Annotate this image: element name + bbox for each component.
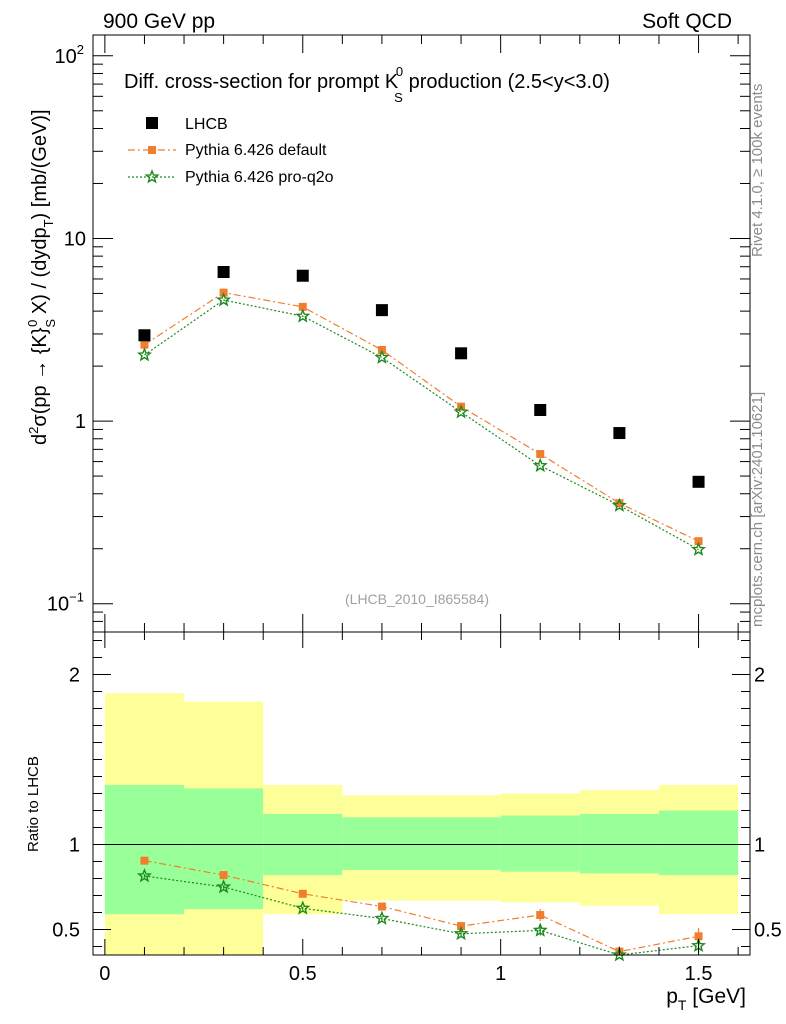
ratio-ytick-label-right: 2 (754, 665, 765, 687)
default-point (615, 499, 624, 508)
proq2o-line (144, 299, 699, 551)
main-ytick-label: 1 (75, 411, 86, 433)
chart-title: Diff. cross-section for prompt K S 0 produ… (124, 64, 610, 105)
ratio-proq2o-line (144, 875, 699, 956)
lhcb-point (692, 475, 705, 488)
legend-proq2o-label: Pythia 6.426 pro-q2o (185, 169, 334, 186)
stat-unc-band (342, 817, 422, 870)
ratio-ylabel: Ratio to LHCB (25, 756, 42, 852)
proq2o-point (136, 347, 152, 362)
ratio-proq2o-point (532, 922, 548, 937)
proq2o-point (691, 541, 707, 556)
stat-unc-band (421, 817, 501, 870)
lhcb-point (375, 304, 388, 317)
chart-title-rest: production (2.5<y<3.0) (403, 71, 610, 93)
main-ylabel: d2σ(pp → {K}S0 X) / (dydpT) [mb/(GeV)] (25, 109, 58, 445)
legend-lhcb-label: LHCB (185, 116, 228, 133)
x-tick-label: 0 (99, 963, 110, 985)
lhcb-point (138, 329, 151, 342)
ratio-default-point (694, 932, 703, 941)
chart-title-sub: S (394, 90, 403, 105)
ratio-proq2o-point (611, 947, 627, 962)
ratio-ytick-label: 0.5 (52, 920, 80, 942)
ratio-default-point (377, 902, 386, 911)
proq2o-point (295, 308, 311, 323)
ratio-proq2o-point (453, 925, 469, 941)
ratio-panel: 0.5 0.5 1 1 2 2 0 0.5 1 1.5 Ratio to LHCB pT [Ge… (25, 631, 782, 1013)
stat-unc-band (579, 813, 659, 874)
main-ytick-label: 102 (55, 42, 84, 68)
stat-unc-band (500, 815, 580, 872)
ratio-ytick-label: 1 (69, 835, 80, 857)
x-axis-label: pT [GeV] (666, 985, 746, 1013)
mcplots-label: mcplots.cern.ch [arXiv:2401.10621] (749, 392, 766, 627)
legend-default-marker (148, 146, 156, 154)
x-axis-label-sub: T (678, 997, 687, 1013)
lhcb-point (296, 269, 309, 282)
analysis-label: (LHCB_2010_I865584) (345, 591, 489, 607)
proq2o-point (374, 349, 390, 364)
x-tick-label: 1.5 (685, 963, 713, 985)
proq2o-point (611, 497, 627, 512)
x-axis-label-rest: [GeV] (686, 985, 746, 1008)
ratio-default-point (536, 911, 545, 920)
proq2o-point (216, 292, 232, 307)
default-point (694, 537, 703, 546)
legend: LHCB Pythia 6.426 default Pythia 6.426 p… (128, 116, 334, 186)
main-ytick-label: 10−1 (47, 590, 84, 616)
chart-title-main: Diff. cross-section for prompt K (124, 71, 399, 93)
ratio-default-point (140, 856, 149, 865)
chart-title-sup: 0 (396, 64, 403, 79)
ratio-default-point (219, 871, 228, 880)
header-left: 900 GeV pp (103, 10, 215, 33)
lhcb-point (217, 266, 230, 279)
legend-proq2o-marker (144, 169, 160, 184)
header-right: Soft QCD (642, 10, 732, 33)
ratio-proq2o-point (136, 868, 152, 883)
x-axis-label-main: p (666, 985, 678, 1008)
legend-default-label: Pythia 6.426 default (185, 142, 327, 159)
lhcb-point (534, 403, 547, 416)
proq2o-point (532, 457, 548, 473)
ratio-ytick-label-right: 0.5 (754, 920, 782, 942)
ratio-default-point (298, 889, 307, 898)
main-ytick-label: 10 (64, 228, 86, 250)
proq2o-point (453, 404, 469, 419)
x-tick-label: 0.5 (289, 963, 317, 985)
default-point (536, 450, 545, 459)
legend-lhcb-marker (146, 117, 158, 129)
default-point (298, 302, 307, 311)
stat-unc-band (104, 785, 185, 915)
lhcb-point (455, 347, 468, 360)
stat-unc-band (184, 788, 264, 910)
default-line (144, 291, 699, 542)
ratio-ytick-label: 2 (69, 665, 80, 687)
ratio-proq2o-point (295, 900, 311, 915)
x-tick-label: 1 (495, 963, 506, 985)
rivet-label: Rivet 4.1.0, ≥ 100k events (749, 84, 766, 257)
ratio-proq2o-point (216, 879, 232, 894)
ratio-proq2o-point (374, 910, 390, 925)
stat-unc-band (658, 810, 739, 876)
default-point (140, 340, 149, 349)
lhcb-point (613, 427, 626, 440)
ratio-ytick-label-right: 1 (754, 835, 765, 857)
main-panel: 10−1 1 10 102 Diff. cross-section for promp… (25, 34, 751, 633)
ratio-default-line (144, 860, 699, 953)
